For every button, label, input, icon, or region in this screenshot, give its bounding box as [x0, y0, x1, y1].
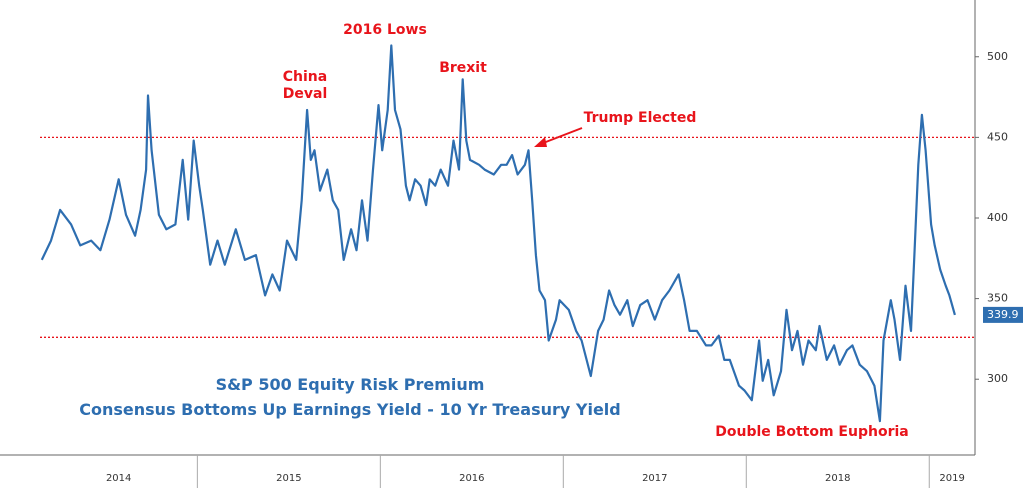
annotation: Trump Elected: [583, 110, 697, 126]
x-tick-label: 2019: [939, 473, 964, 484]
x-tick-label: 2018: [825, 473, 850, 484]
data-line: [40, 44, 956, 423]
y-tick-label: 500: [987, 50, 1008, 63]
x-tick-label: 2014: [106, 473, 131, 484]
chart-subtitle: Consensus Bottoms Up Earnings Yield - 10…: [79, 400, 621, 419]
annotation: Double Bottom Euphoria: [715, 424, 909, 440]
y-tick-label: 350: [987, 292, 1008, 305]
last-value-box: [983, 306, 1023, 323]
last-value-label: 339.9: [987, 308, 1019, 321]
annotation: 2016 Lows: [343, 22, 427, 38]
chart-title: S&P 500 Equity Risk Premium: [215, 375, 485, 394]
x-tick-label: 2016: [459, 473, 484, 484]
annotation: China Deval: [282, 69, 328, 102]
y-tick-label: 400: [987, 211, 1008, 224]
x-tick-label: 2015: [276, 473, 301, 484]
y-tick-label: 450: [987, 130, 1008, 143]
y-tick-label: 300: [987, 372, 1008, 385]
arrow-head: [534, 137, 547, 147]
annotation: Brexit: [439, 60, 487, 76]
x-tick-label: 2017: [642, 473, 667, 484]
